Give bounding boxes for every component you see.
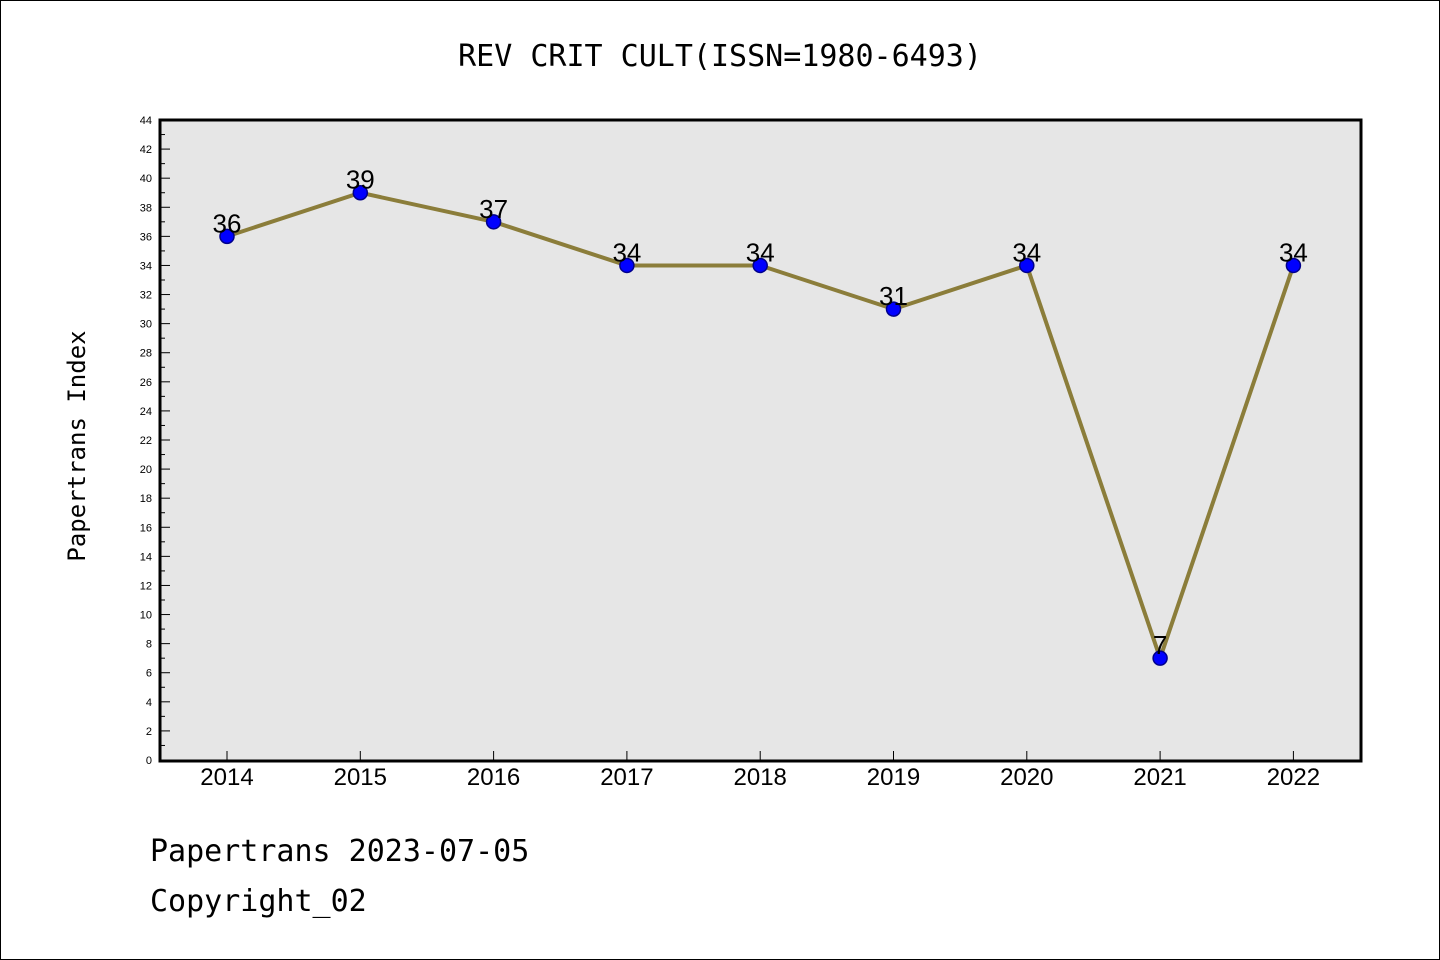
x-tick-label: 2014	[200, 764, 253, 791]
y-tick-label: 38	[140, 202, 152, 214]
y-tick-label: 20	[140, 464, 152, 476]
y-tick-label: 18	[140, 493, 152, 505]
series-layer: 36 39 37 34 34 31 34 7 34	[213, 165, 1308, 666]
y-tick-label: 30	[140, 319, 152, 331]
data-point	[619, 257, 635, 274]
y-tick-label: 16	[140, 522, 152, 534]
data-label: 31	[879, 281, 908, 311]
y-tick-label: 22	[140, 435, 152, 447]
data-point	[485, 214, 502, 230]
chart-title: REV CRIT CULT(ISSN=1980-6493)	[458, 39, 982, 74]
data-point	[885, 301, 902, 317]
footer-copyright: Copyright_02	[150, 884, 367, 919]
x-tick-label: 2017	[600, 764, 653, 791]
y-tick-label: 6	[146, 668, 152, 680]
data-point	[219, 228, 235, 245]
y-tick-label: 28	[140, 348, 152, 360]
y-tick-label: 12	[140, 580, 152, 592]
data-label: 34	[1279, 237, 1308, 267]
y-tick-label: 36	[140, 231, 152, 243]
data-point	[1152, 650, 1168, 666]
data-point	[1019, 257, 1035, 274]
y-tick-label: 14	[140, 551, 152, 563]
y-axis-label: Papertrans Index	[63, 330, 91, 561]
x-tick-label: 2021	[1133, 764, 1186, 791]
y-tick-label: 10	[140, 610, 152, 622]
data-point	[1285, 257, 1302, 274]
y-tick-label: 24	[140, 406, 152, 418]
data-label: 7	[1153, 630, 1167, 660]
x-tick-label: 2020	[1000, 764, 1053, 791]
data-label: 37	[479, 194, 508, 224]
x-tick-label: 2018	[734, 764, 787, 791]
plot-border	[158, 118, 1363, 763]
data-label: 34	[746, 237, 775, 267]
data-point	[352, 184, 369, 201]
x-tick-label: 2022	[1267, 764, 1320, 791]
y-tick-label: 4	[146, 697, 152, 709]
x-tick-label: 2019	[867, 764, 920, 791]
y-tick-label: 8	[146, 639, 152, 651]
y-axis-ticks: 0246810121416182022242628303234363840424…	[140, 115, 170, 767]
y-tick-label: 32	[140, 290, 152, 302]
data-label: 36	[213, 208, 242, 238]
data-label: 34	[1012, 237, 1041, 267]
y-tick-label: 44	[140, 115, 152, 127]
y-tick-label: 42	[140, 144, 152, 156]
y-tick-label: 34	[140, 260, 152, 272]
data-label: 34	[612, 237, 641, 267]
footer-source: Papertrans 2023-07-05	[150, 834, 530, 869]
y-tick-label: 2	[146, 726, 152, 738]
x-tick-label: 2015	[334, 764, 387, 791]
x-axis-ticks: 2014 2015 2016 2017 2018 2019 2020 2021 2022	[200, 751, 1320, 791]
y-tick-label: 26	[140, 377, 152, 389]
y-tick-label: 40	[140, 173, 152, 185]
data-label: 39	[346, 165, 375, 195]
y-tick-label: 0	[146, 755, 152, 767]
x-tick-label: 2016	[467, 764, 520, 791]
plot-area	[160, 120, 1361, 761]
data-point	[752, 257, 768, 274]
